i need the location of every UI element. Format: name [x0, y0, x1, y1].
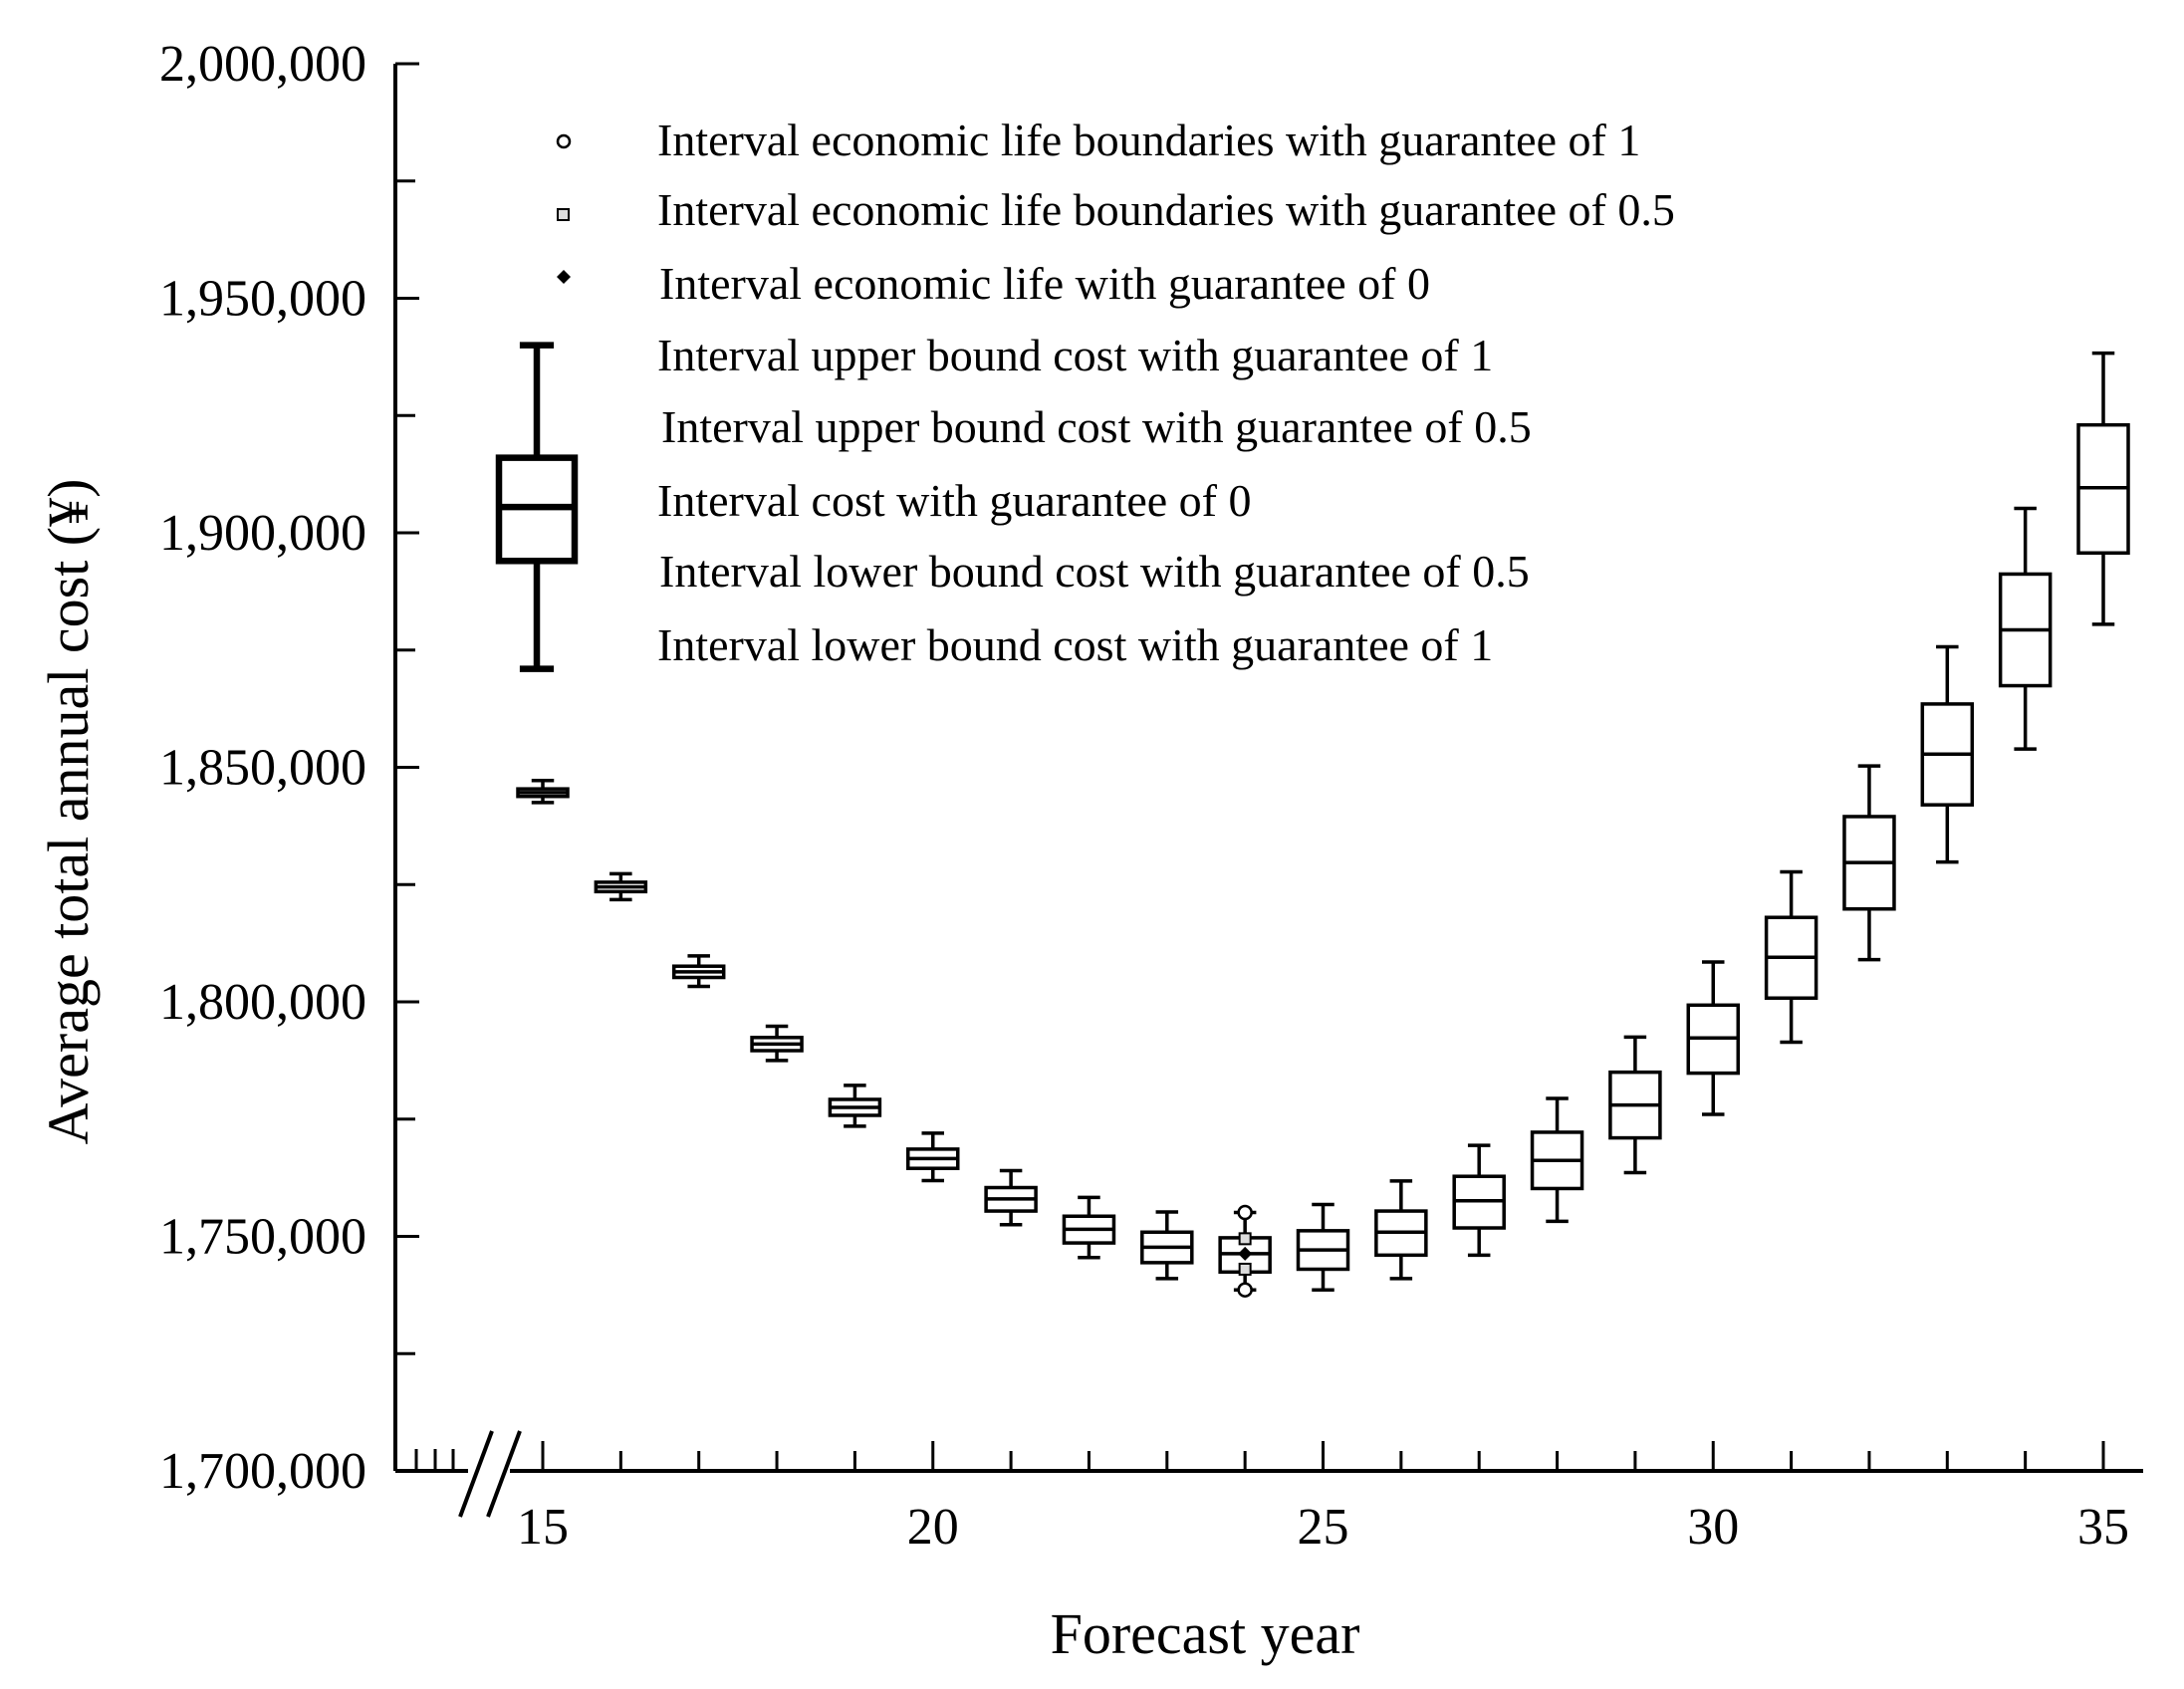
legend-label: Interval lower bound cost with guarantee… [659, 546, 1530, 597]
marker-circle-guarantee-1 [1237, 1282, 1253, 1298]
legend-label: Interval economic life boundaries with g… [657, 184, 1675, 235]
axis-break-mark [458, 1430, 494, 1518]
box-year-15 [516, 778, 570, 805]
legend-diamond-icon [557, 270, 571, 284]
box-year-17 [671, 954, 726, 989]
box-year-21 [984, 1168, 1038, 1227]
box-year-16 [594, 871, 648, 902]
box-year-31 [1764, 869, 1819, 1045]
economic-life-markers [1237, 1204, 1253, 1298]
box-year-32 [1842, 764, 1896, 962]
x-tick-label: 15 [517, 1499, 569, 1556]
box-series [516, 351, 2130, 1292]
y-tick-label: 1,950,000 [159, 271, 366, 328]
box-year-28 [1530, 1096, 1584, 1224]
legend: Interval economic life boundaries with g… [495, 115, 1675, 672]
marker-square-guarantee-05 [1238, 1262, 1252, 1276]
legend-label: Interval cost with guarantee of 0 [657, 475, 1252, 526]
x-axis-title: Forecast year [1051, 1601, 1360, 1666]
legend-label: Interval upper bound cost with guarantee… [657, 330, 1493, 380]
box-year-30 [1686, 960, 1740, 1116]
y-axis-title: Average total annual cost (¥) [36, 479, 101, 1145]
box-year-18 [750, 1024, 804, 1063]
legend-sample-box [495, 342, 579, 672]
marker-circle-guarantee-1 [1237, 1204, 1253, 1221]
box-year-34 [1998, 506, 2053, 751]
x-tick-label: 20 [907, 1499, 959, 1556]
box-year-19 [828, 1084, 882, 1128]
y-tick-label: 1,700,000 [159, 1443, 366, 1500]
axis-break-mark [486, 1430, 522, 1518]
box-year-23 [1140, 1210, 1194, 1281]
box-year-35 [2076, 351, 2130, 626]
box-year-26 [1374, 1179, 1428, 1281]
marker-square-guarantee-05 [1238, 1232, 1252, 1246]
box-year-22 [1062, 1195, 1116, 1260]
x-tick-label: 35 [2077, 1499, 2129, 1556]
box-year-33 [1920, 644, 1975, 864]
x-tick-label: 25 [1298, 1499, 1349, 1556]
box-year-27 [1452, 1143, 1506, 1258]
legend-label: Interval lower bound cost with guarantee… [657, 619, 1493, 670]
x-tick-label: 30 [1687, 1499, 1739, 1556]
y-tick-label: 2,000,000 [159, 36, 366, 93]
legend-square-icon [557, 208, 570, 221]
box-year-25 [1296, 1202, 1350, 1292]
axes: 1,700,000 1,750,000 1,800,000 1,850,000 1,90… [159, 36, 2143, 1556]
box-year-20 [906, 1131, 960, 1183]
y-tick-label: 1,750,000 [159, 1209, 366, 1266]
legend-label: Interval economic life with guarantee of… [659, 258, 1430, 309]
legend-label: Interval economic life boundaries with g… [657, 115, 1640, 165]
box-year-29 [1608, 1035, 1662, 1175]
marker-diamond-guarantee-0 [1238, 1246, 1253, 1261]
legend-circle-icon [556, 133, 572, 149]
y-tick-label: 1,900,000 [159, 505, 366, 562]
legend-label: Interval upper bound cost with guarantee… [661, 401, 1532, 452]
y-tick-label: 1,850,000 [159, 740, 366, 797]
y-tick-label: 1,800,000 [159, 974, 366, 1031]
